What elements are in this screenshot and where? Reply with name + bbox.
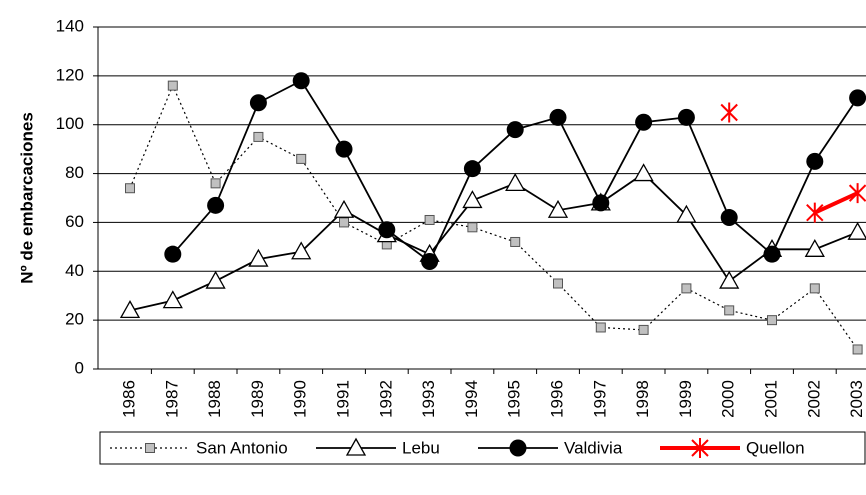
y-tick-label: 20 <box>65 310 84 329</box>
y-tick-label: 140 <box>56 16 84 35</box>
marker <box>296 153 307 164</box>
x-tick-label: 1988 <box>205 380 224 418</box>
marker <box>592 194 610 212</box>
marker <box>553 278 563 289</box>
x-tick-label: 1992 <box>376 380 395 418</box>
x-tick-label: 1990 <box>291 380 310 418</box>
legend-label: Quellon <box>746 438 805 457</box>
legend-label: San Antonio <box>196 438 288 457</box>
x-tick-label: 2003 <box>847 380 866 418</box>
marker <box>719 270 740 289</box>
x-tick-label: 1998 <box>633 380 652 418</box>
marker <box>677 108 695 126</box>
marker <box>763 245 781 263</box>
marker <box>767 315 777 326</box>
marker <box>291 241 312 260</box>
marker <box>806 202 824 223</box>
marker <box>167 80 178 91</box>
marker <box>119 300 141 319</box>
y-tick-label: 80 <box>65 163 84 182</box>
legend-label: Valdivia <box>564 438 623 457</box>
marker <box>638 324 649 335</box>
marker <box>724 305 735 316</box>
marker <box>424 214 435 225</box>
x-tick-label: 1989 <box>248 380 267 418</box>
marker <box>510 236 521 247</box>
marker <box>691 438 709 458</box>
x-tick-label: 1995 <box>505 380 524 418</box>
x-tick-label: 1986 <box>119 380 138 418</box>
marker <box>804 238 825 257</box>
marker <box>848 183 866 204</box>
marker <box>248 248 269 267</box>
marker <box>421 253 439 271</box>
y-tick-label: 40 <box>65 261 84 280</box>
y-axis-label: Nº de embarcaciones <box>17 112 36 284</box>
marker <box>676 204 697 223</box>
legend-label: Lebu <box>402 438 440 457</box>
x-tick-label: 1987 <box>162 380 181 418</box>
marker <box>633 163 654 182</box>
marker <box>249 94 267 112</box>
x-tick-label: 2000 <box>719 380 738 418</box>
marker <box>345 437 367 456</box>
series-line <box>813 191 859 215</box>
marker <box>847 221 866 240</box>
marker <box>467 222 478 233</box>
marker <box>505 173 526 191</box>
marker <box>292 72 310 90</box>
x-tick-label: 1993 <box>419 380 438 418</box>
x-tick-label: 1991 <box>333 380 352 418</box>
marker <box>125 183 135 194</box>
marker <box>720 102 738 123</box>
series-line <box>129 84 859 350</box>
marker <box>806 152 824 170</box>
marker <box>164 245 182 263</box>
marker <box>253 131 264 142</box>
marker <box>506 121 524 139</box>
marker <box>595 322 606 333</box>
x-tick-label: 2001 <box>761 380 780 418</box>
marker <box>205 270 226 289</box>
x-tick-label: 1994 <box>462 380 481 418</box>
marker <box>849 89 866 107</box>
series-line <box>129 172 858 312</box>
marker <box>145 443 155 453</box>
marker <box>463 160 481 178</box>
y-tick-label: 0 <box>75 358 84 377</box>
marker <box>335 140 353 158</box>
marker <box>378 221 396 239</box>
marker <box>720 209 738 227</box>
marker <box>339 217 349 228</box>
y-tick-label: 120 <box>56 65 84 84</box>
x-tick-label: 2002 <box>804 380 823 418</box>
marker <box>852 344 863 355</box>
marker <box>210 178 221 189</box>
y-tick-label: 100 <box>56 114 84 133</box>
series-line <box>172 79 859 263</box>
marker <box>207 196 225 214</box>
marker <box>547 199 569 218</box>
marker <box>681 283 692 294</box>
marker <box>462 190 483 209</box>
marker <box>333 199 355 218</box>
y-tick-label: 60 <box>65 212 84 231</box>
marker <box>809 283 820 294</box>
x-tick-label: 1997 <box>590 380 609 418</box>
x-tick-label: 1996 <box>547 380 566 418</box>
marker <box>635 113 653 131</box>
marker <box>162 290 183 309</box>
x-tick-label: 1999 <box>676 380 695 418</box>
marker <box>549 108 567 126</box>
marker <box>509 439 527 457</box>
